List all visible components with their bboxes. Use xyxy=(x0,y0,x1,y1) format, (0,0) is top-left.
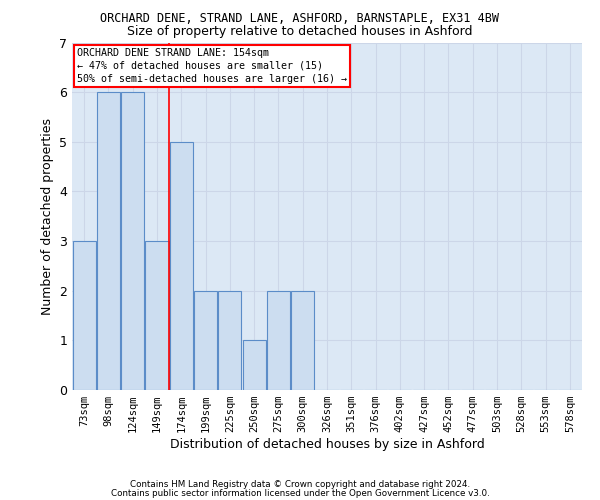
Bar xyxy=(267,290,290,390)
Bar xyxy=(194,290,217,390)
Text: Contains public sector information licensed under the Open Government Licence v3: Contains public sector information licen… xyxy=(110,489,490,498)
Text: ORCHARD DENE, STRAND LANE, ASHFORD, BARNSTAPLE, EX31 4BW: ORCHARD DENE, STRAND LANE, ASHFORD, BARN… xyxy=(101,12,499,26)
Bar xyxy=(218,290,241,390)
Text: Contains HM Land Registry data © Crown copyright and database right 2024.: Contains HM Land Registry data © Crown c… xyxy=(130,480,470,489)
Bar xyxy=(121,92,144,390)
Y-axis label: Number of detached properties: Number of detached properties xyxy=(41,118,53,315)
Bar xyxy=(145,241,169,390)
Bar xyxy=(291,290,314,390)
Bar xyxy=(73,241,95,390)
X-axis label: Distribution of detached houses by size in Ashford: Distribution of detached houses by size … xyxy=(170,438,484,451)
Bar xyxy=(242,340,266,390)
Bar xyxy=(170,142,193,390)
Text: Size of property relative to detached houses in Ashford: Size of property relative to detached ho… xyxy=(127,25,473,38)
Bar xyxy=(97,92,120,390)
Text: ORCHARD DENE STRAND LANE: 154sqm
← 47% of detached houses are smaller (15)
50% o: ORCHARD DENE STRAND LANE: 154sqm ← 47% o… xyxy=(77,48,347,84)
